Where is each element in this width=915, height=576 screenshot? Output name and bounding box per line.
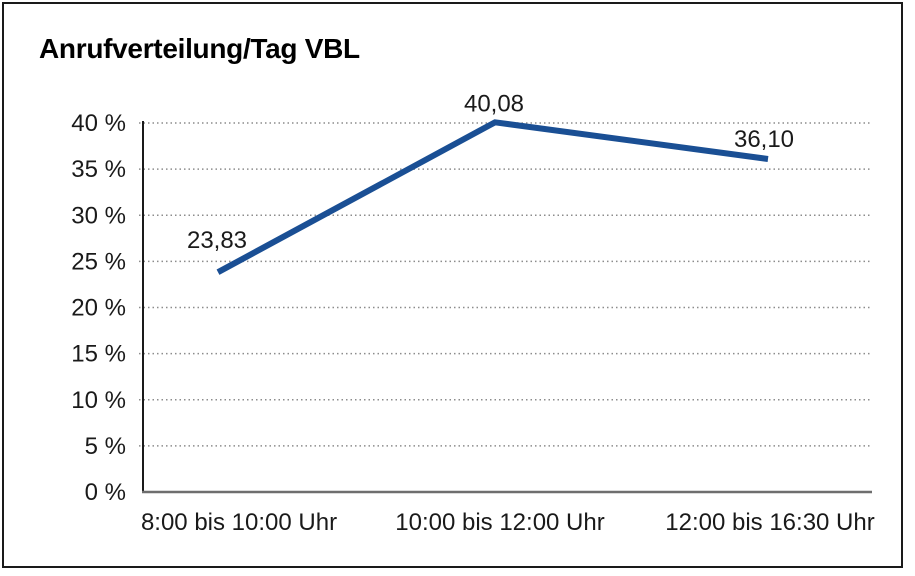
y-tick-label-40pct: 40 % [71,110,126,137]
y-tick-label-20pct: 20 % [71,295,126,322]
x-category-label-2: 10:00 bis 12:00 Uhr [395,509,604,536]
y-tick-label-35pct: 35 % [71,156,126,183]
data-point-label-2: 40,08 [464,90,524,117]
y-tick-label-25pct: 25 % [71,248,126,275]
data-point-label-1: 23,83 [187,227,247,254]
y-tick-label-15pct: 15 % [71,341,126,368]
y-tick-label-10pct: 10 % [71,387,126,414]
data-point-label-3: 36,10 [734,126,794,153]
y-tick-label-0pct: 0 % [85,479,126,506]
chart-title: Anrufverteilung/Tag VBL [39,33,360,64]
y-tick-label-5pct: 5 % [85,433,126,460]
x-category-label-3: 12:00 bis 16:30 Uhr [665,509,874,536]
y-tick-label-30pct: 30 % [71,202,126,229]
data-series-line [216,119,769,275]
x-category-label-1: 8:00 bis 10:00 Uhr [141,509,337,536]
